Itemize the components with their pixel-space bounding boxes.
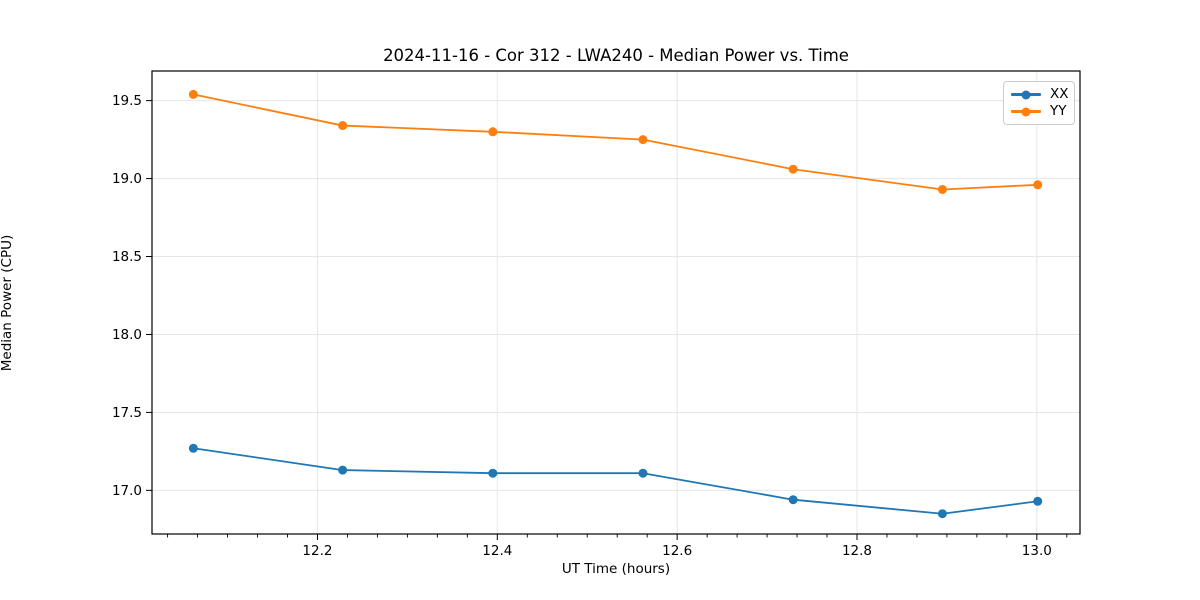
x-tick-label: 12.4	[482, 543, 512, 559]
series-line-yy	[192, 93, 1039, 191]
x-axis-label: UT Time (hours)	[561, 561, 671, 577]
data-point-xx	[188, 443, 198, 453]
chart-title: 2024-11-16 - Cor 312 - LWA240 - Median P…	[383, 46, 849, 65]
series-line-xx	[192, 447, 1039, 515]
legend-line-marker-yy	[1011, 107, 1041, 116]
data-point-yy	[1033, 180, 1043, 190]
y-tick-label: 18.0	[112, 327, 142, 343]
legend-dot-xx	[1021, 90, 1031, 99]
legend-label-xx: XX	[1050, 85, 1069, 102]
data-point-xx	[937, 509, 947, 519]
y-tick-label: 18.5	[112, 249, 142, 265]
data-point-xx	[338, 465, 348, 475]
data-point-xx	[638, 468, 648, 478]
legend-item-xx: XX	[1011, 85, 1069, 103]
data-point-yy	[937, 184, 947, 194]
legend-line-marker-xx	[1011, 90, 1041, 99]
data-point-yy	[788, 164, 798, 174]
y-tick-label: 17.0	[112, 483, 142, 499]
x-tick-label: 12.2	[302, 543, 332, 559]
y-axis-label: Median Power (CPU)	[0, 234, 15, 372]
legend-item-yy: YY	[1011, 103, 1067, 120]
y-tick-label: 19.5	[112, 93, 142, 109]
data-point-xx	[788, 495, 798, 505]
data-point-yy	[338, 121, 348, 131]
x-tick-label: 13.0	[1022, 543, 1052, 559]
data-point-yy	[488, 127, 498, 137]
data-point-yy	[188, 89, 198, 99]
plot-spines	[151, 70, 1081, 535]
data-point-xx	[1033, 496, 1043, 506]
x-tick-label: 12.8	[842, 543, 872, 559]
legend: XX YY	[1003, 81, 1075, 125]
legend-dot-yy	[1021, 107, 1031, 116]
y-tick-label: 17.5	[112, 405, 142, 421]
legend-label-yy: YY	[1050, 102, 1067, 119]
y-tick-label: 19.0	[112, 171, 142, 187]
data-point-xx	[488, 468, 498, 478]
data-point-yy	[638, 135, 648, 145]
x-tick-label: 12.6	[662, 543, 692, 559]
